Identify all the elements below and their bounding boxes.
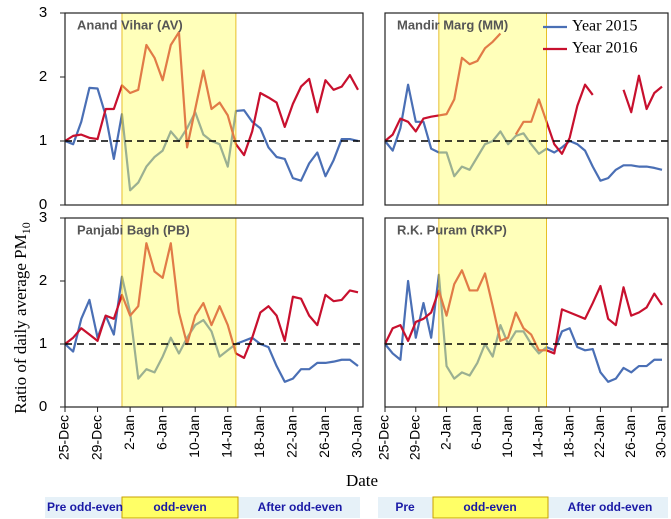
y-tick-label: 3 xyxy=(39,209,47,226)
plot-frame xyxy=(384,217,669,408)
series-line xyxy=(64,275,359,383)
phase-label: odd-even xyxy=(463,500,516,514)
x-tick-label: 29-Dec xyxy=(88,415,104,460)
y-tick-label: 3 xyxy=(39,4,47,21)
x-tick-label: 10-Jan xyxy=(499,415,515,458)
x-tick-label: 18-Jan xyxy=(251,415,267,458)
x-tick-label: 30-Jan xyxy=(653,415,669,458)
x-tick-label: 25-Dec xyxy=(56,415,72,460)
series-line xyxy=(64,242,359,359)
odd-even-highlight xyxy=(438,12,547,206)
phase-bar-right: Pre odd-even After odd-even xyxy=(378,496,668,519)
panel-title: R.K. Puram (RKP) xyxy=(397,222,507,237)
phase-bar-left: Pre odd-even odd-even After odd-even xyxy=(45,496,360,519)
series-line xyxy=(384,83,663,182)
x-tick-label: 25-Dec xyxy=(376,415,392,460)
odd-even-highlight xyxy=(438,217,547,408)
plot-frame xyxy=(64,12,364,206)
x-tick-label: 22-Jan xyxy=(284,415,300,458)
y-tick-label: 0 xyxy=(39,398,47,415)
x-tick-label: 18-Jan xyxy=(560,415,576,458)
panel-title: Mandir Marg (MM) xyxy=(397,17,508,32)
phase-highlight xyxy=(432,496,549,519)
x-tick-label: 6-Jan xyxy=(153,415,169,450)
y-label-text: Ratio of daily average PM xyxy=(11,234,30,413)
x-tick-label: 2-Jan xyxy=(437,415,453,450)
plot-frame xyxy=(384,12,669,206)
plot-area xyxy=(65,218,363,407)
x-tick-label: 26-Jan xyxy=(316,415,332,458)
plot-area xyxy=(385,13,668,205)
plot-frame xyxy=(64,217,364,408)
y-axis-label: Ratio of daily average PM10 xyxy=(11,222,33,413)
x-tick-label: 29-Dec xyxy=(406,415,422,460)
x-tick-label: 26-Jan xyxy=(622,415,638,458)
phase-label: odd-even xyxy=(153,500,206,514)
y-tick-label: 1 xyxy=(39,335,47,352)
odd-even-highlight xyxy=(121,217,237,408)
panel-title: Anand Vihar (AV) xyxy=(77,17,183,32)
y-tick-label: 1 xyxy=(39,132,47,149)
y-tick-label: 2 xyxy=(39,68,47,85)
panel-title: Panjabi Bagh (PB) xyxy=(77,222,190,237)
x-tick-label: 14-Jan xyxy=(218,415,234,458)
y-label-subscript: 10 xyxy=(19,222,33,234)
y-tick-label: 2 xyxy=(39,272,47,289)
phase-label: Pre xyxy=(395,500,415,514)
legend-label: Year 2015 xyxy=(572,18,637,35)
legend-label: Year 2016 xyxy=(572,40,637,57)
phase-highlight xyxy=(121,496,239,519)
x-tick-label: 10-Jan xyxy=(186,415,202,458)
odd-even-highlight xyxy=(121,12,237,206)
x-tick-label: 14-Jan xyxy=(530,415,546,458)
phase-label: After odd-even xyxy=(568,500,653,514)
x-tick-label: 30-Jan xyxy=(349,415,365,458)
x-tick-label: 2-Jan xyxy=(121,415,137,450)
y-tick-label: 0 xyxy=(39,196,47,213)
x-axis-label: Date xyxy=(346,471,378,490)
series-line xyxy=(384,32,663,155)
x-tick-label: 22-Jan xyxy=(591,415,607,458)
series-line xyxy=(384,273,662,383)
phase-label: Pre odd-even xyxy=(47,500,123,514)
phase-label: After odd-even xyxy=(258,500,343,514)
x-tick-label: 6-Jan xyxy=(468,415,484,450)
series-line xyxy=(64,31,359,157)
series-line xyxy=(384,269,663,355)
